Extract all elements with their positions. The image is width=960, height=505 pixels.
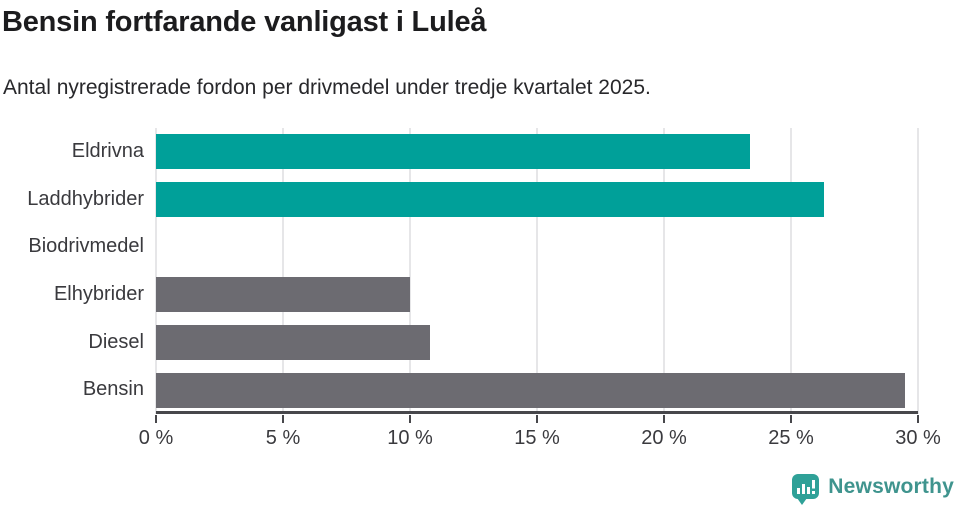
bar-eldrivna [156, 134, 751, 170]
x-tick-label: 20 % [641, 427, 687, 449]
gridline [409, 128, 411, 414]
x-axis: 0 % 5 % 10 % 15 % 20 % 25 % 30 % [139, 414, 941, 462]
exclamation-glyph [812, 480, 816, 494]
gridline [790, 128, 792, 414]
bar-bensin [156, 372, 906, 408]
brand-name: Newsworthy [828, 474, 954, 498]
x-tick [536, 415, 538, 423]
x-axis-line [156, 411, 918, 414]
x-tick [282, 415, 284, 423]
plot-area [155, 128, 919, 414]
chart-title: Bensin fortfarande vanligast i Luleå [2, 6, 487, 38]
gridline [282, 128, 284, 414]
x-tick-label: 30 % [895, 427, 941, 449]
y-label-elhybrider: Elhybrider [53, 283, 144, 305]
x-tick-label: 5 % [265, 427, 301, 449]
x-tick-label: 25 % [768, 427, 814, 449]
x-tick [409, 415, 411, 423]
y-label-eldrivna: Eldrivna [71, 140, 144, 162]
gridline [536, 128, 538, 414]
gridline [917, 128, 919, 414]
x-tick-label: 15 % [514, 427, 560, 449]
x-tick-label: 10 % [387, 427, 433, 449]
bar-chart-glyph [797, 480, 816, 494]
gridline [663, 128, 665, 414]
chart-subtitle: Antal nyregistrerade fordon per drivmede… [3, 76, 651, 99]
brand-footer: Newsworthy [792, 474, 954, 505]
x-tick [155, 415, 157, 423]
y-label-diesel: Diesel [88, 330, 144, 353]
y-label-bensin: Bensin [82, 378, 144, 401]
y-label-laddhybrider: Laddhybrider [27, 187, 144, 210]
x-tick [917, 415, 919, 423]
x-tick [663, 415, 665, 423]
x-tick [790, 415, 792, 423]
x-tick-label: 0 % [138, 427, 174, 449]
bar-laddhybrider [156, 182, 825, 217]
bar-diesel [156, 325, 431, 360]
bar-elhybrider [156, 277, 410, 313]
newsworthy-logo-icon [792, 474, 820, 505]
y-label-biodrivmedel: Biodrivmedel [28, 235, 144, 258]
gridline [155, 128, 157, 414]
y-axis-labels: Eldrivna Laddhybrider Biodrivmedel Elhybrid… [0, 128, 144, 414]
